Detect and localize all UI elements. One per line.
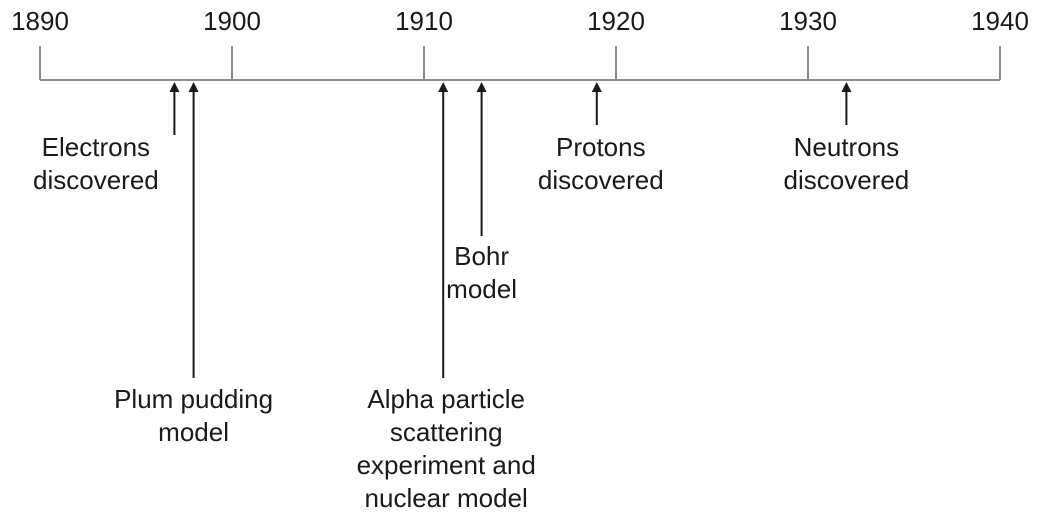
tick-label-1920: 1920 <box>587 6 645 36</box>
event-label-line: model <box>158 417 229 447</box>
event-label-line: discovered <box>537 165 664 195</box>
tick-label-1940: 1940 <box>971 6 1029 36</box>
event-label-line: Neutrons <box>793 132 900 162</box>
arrow-head-neutrons <box>841 82 852 92</box>
event-label-plum-pudding: Plum pudding model <box>114 383 273 449</box>
event-label-line: Protons <box>555 132 646 162</box>
tick-label-1890: 1890 <box>11 6 69 36</box>
event-label-line: Plum pudding <box>114 384 274 414</box>
event-label-line: discovered <box>783 165 910 195</box>
arrow-head-electrons <box>169 82 180 92</box>
event-label-alpha-particle: Alpha particle scattering experiment and nu… <box>357 383 536 515</box>
event-label-line: model <box>446 274 518 304</box>
arrow-head-plum-pudding <box>188 82 199 92</box>
event-label-line: experiment and <box>356 450 536 480</box>
tick-label-1910: 1910 <box>395 6 453 36</box>
event-label-line: Bohr <box>454 241 510 271</box>
event-label-line: scattering <box>389 417 503 447</box>
event-label-neutrons: Neutrons discovered <box>784 131 910 197</box>
event-label-line: Electrons <box>41 132 151 162</box>
event-label-line: Alpha particle <box>367 384 525 414</box>
tick-label-1900: 1900 <box>203 6 261 36</box>
arrow-head-protons <box>591 82 602 92</box>
arrow-head-alpha-particle <box>438 82 449 92</box>
event-label-protons: Protons discovered <box>538 131 664 197</box>
event-label-electrons: Electrons discovered <box>33 131 159 197</box>
event-label-line: discovered <box>33 165 159 195</box>
tick-label-1930: 1930 <box>779 6 837 36</box>
event-label-line: nuclear model <box>364 483 528 513</box>
arrow-head-bohr <box>476 82 487 92</box>
event-label-bohr: Bohr model <box>446 240 517 306</box>
